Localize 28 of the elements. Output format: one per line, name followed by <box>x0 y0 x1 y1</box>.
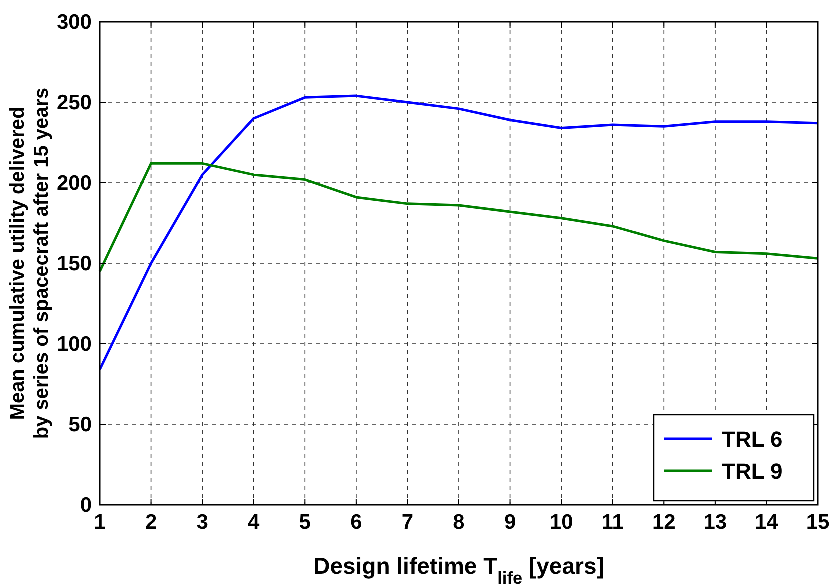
y-tick-label: 200 <box>56 172 92 195</box>
x-tick-label: 9 <box>504 511 516 534</box>
x-axis-title: Design lifetime T$_{life}$ [years] <box>314 553 604 586</box>
x-tick-label: 8 <box>453 511 466 534</box>
x-tick-label: 14 <box>755 511 779 534</box>
line-series <box>98 94 820 372</box>
y-axis-title: Mean cumulative utility delivered by series of spacecraft after 15 years <box>7 88 53 440</box>
x-tick-label: 5 <box>299 511 312 534</box>
y-tick-label: 150 <box>56 252 92 276</box>
x-tick-label: 15 <box>806 511 830 534</box>
x-tick-label: 12 <box>652 511 676 534</box>
line-series <box>98 162 820 273</box>
x-tick-label: 13 <box>704 511 728 534</box>
y-tick-label: 0 <box>80 494 92 517</box>
y-tick-label: 300 <box>56 11 92 34</box>
x-tick-label: 10 <box>550 511 574 534</box>
x-tick-label: 3 <box>196 511 208 534</box>
x-tick-label: 6 <box>350 511 362 534</box>
x-tick-label: 1 <box>94 511 106 534</box>
y-tick-label: 50 <box>68 414 92 436</box>
x-tick-label: 2 <box>145 511 158 534</box>
x-tick-label: 4 <box>248 511 260 534</box>
y-tick-label: 250 <box>56 92 92 114</box>
legend-label: TRL 6 <box>722 427 783 452</box>
x-tick-label: 11 <box>602 511 624 534</box>
x-tick-label: 7 <box>402 511 414 534</box>
y-tick-label: 100 <box>56 333 92 356</box>
legend-label: TRL 9 <box>722 459 783 484</box>
